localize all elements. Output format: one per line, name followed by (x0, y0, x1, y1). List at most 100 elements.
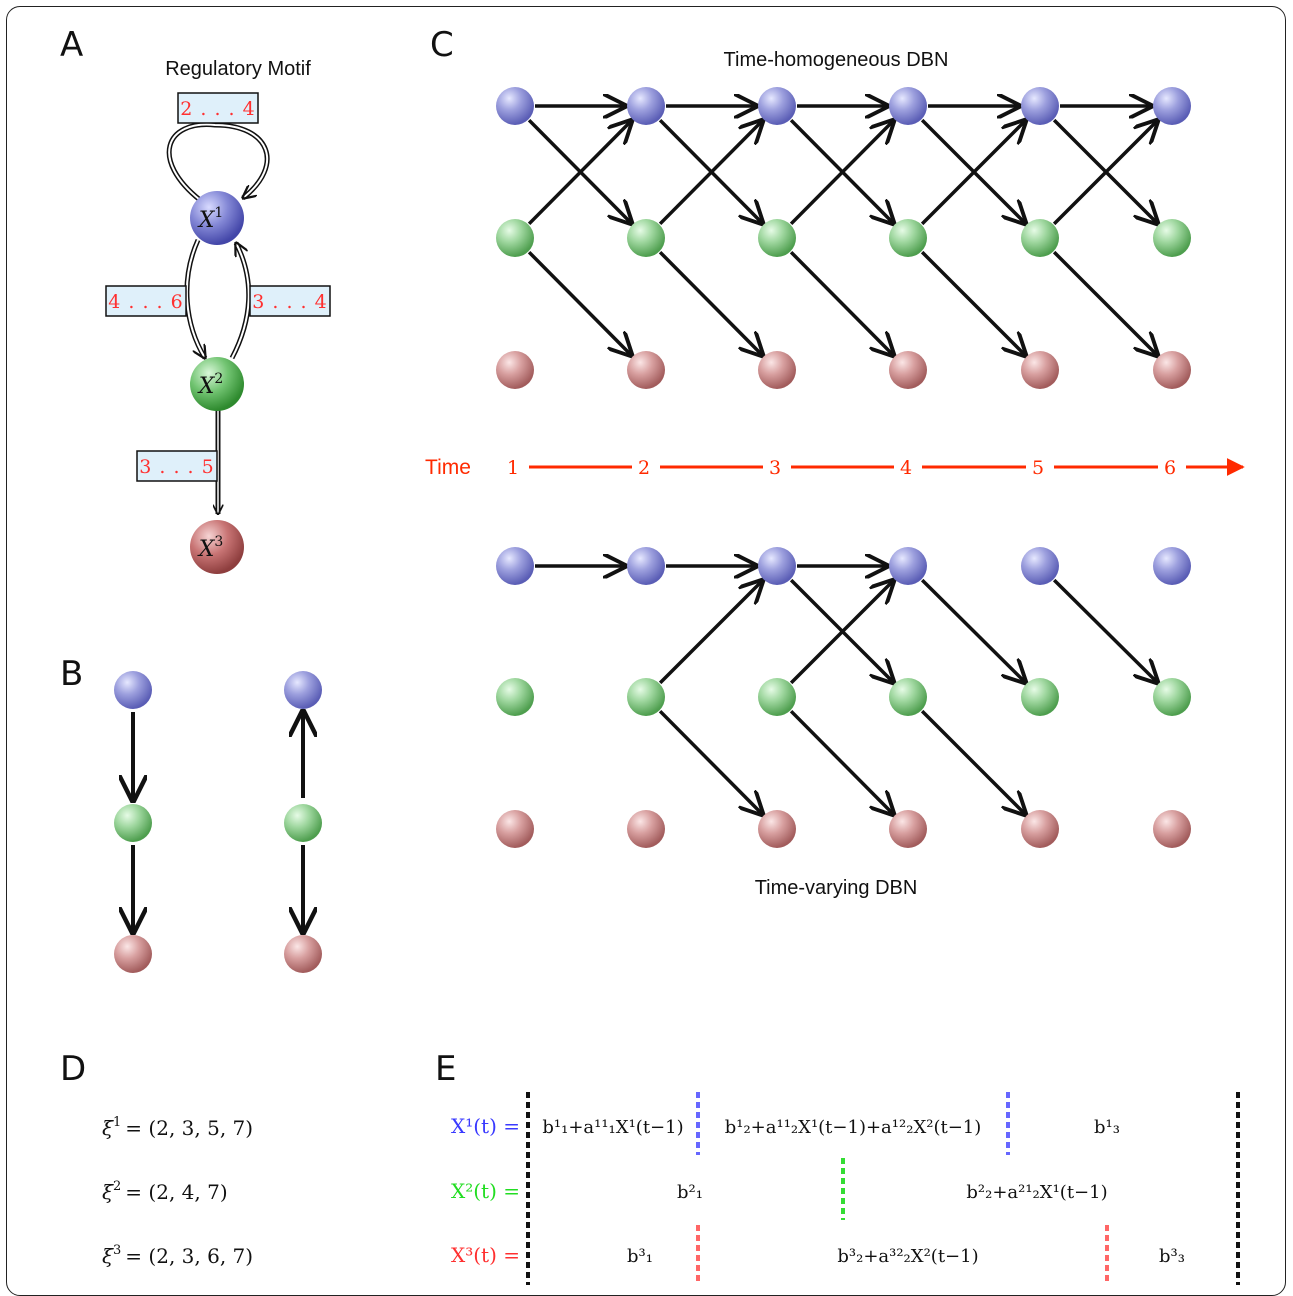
top-node-x2-t4 (889, 219, 927, 257)
label-box-x2-x3 (136, 450, 218, 482)
bottom-edge-x2-x3 (658, 709, 762, 814)
b-left-node-x2 (114, 804, 152, 842)
edge-label-self-x1: 2 . . . 4 (180, 98, 255, 120)
edge-label-x1-x2: 4 . . . 6 (108, 291, 183, 313)
edge-label-x2-x1: 3 . . . 4 (252, 291, 327, 313)
top-dbn-title: Time-homogeneous DBN (724, 49, 949, 71)
bottom-node-x2-t2 (627, 678, 665, 716)
equations-panel: X¹(t) = X²(t) = X³(t) = b¹₁+a¹¹₁X¹(t−1) … (451, 1092, 1240, 1285)
bottom-edge-x1-x2 (1052, 578, 1157, 682)
x2-segment-1: b²₁ (677, 1182, 703, 1203)
bottom-node-x2-t4 (889, 678, 927, 716)
top-edge-x2-x3 (1052, 250, 1157, 355)
bottom-node-x1-t5 (1021, 547, 1059, 585)
bottom-node-x1-t6 (1153, 547, 1191, 585)
label-box-x2-x1 (249, 285, 331, 317)
bottom-edge-x2-x3 (789, 709, 893, 814)
x1-segment-3: b¹₃ (1094, 1117, 1120, 1138)
bottom-edge-x2-x1 (658, 581, 762, 685)
time-tick-3: 3 (769, 457, 781, 479)
time-axis-label: Time (425, 456, 471, 479)
x3-equation-lhs: X³(t) = (451, 1243, 520, 1267)
motif-node-x2 (190, 357, 244, 411)
motif-title: Regulatory Motif (165, 58, 311, 80)
b-left-node-x1 (114, 671, 152, 709)
bottom-node-x3-t5 (1021, 810, 1059, 848)
dbn-panel: Time-homogeneous DBN Time-varying DBN Ti… (425, 49, 1245, 899)
x1-segment-1: b¹₁+a¹¹₁X¹(t−1) (542, 1117, 683, 1138)
top-dbn-nodes (496, 87, 1191, 389)
top-dbn-edges (527, 106, 1157, 355)
time-tick-5: 5 (1032, 457, 1044, 479)
time-tick-1: 1 (507, 457, 519, 479)
x3-segment-2: b³₂+a³²₂X²(t−1) (837, 1246, 978, 1267)
top-edge-x2-x1 (789, 121, 893, 226)
motif-node-x1 (190, 191, 244, 245)
panel-label-e: E (435, 1049, 456, 1089)
x3-segment-1: b³₁ (627, 1246, 653, 1267)
top-node-x3-t3 (758, 351, 796, 389)
top-node-x2-t5 (1021, 219, 1059, 257)
top-edge-x2-x1 (920, 121, 1025, 226)
panel-label-d: D (60, 1049, 86, 1089)
bottom-node-x2-t5 (1021, 678, 1059, 716)
time-tick-4: 4 (900, 457, 912, 479)
x1-segment-2: b¹₂+a¹¹₂X¹(t−1)+a¹²₂X²(t−1) (725, 1117, 982, 1138)
motif-variants-panel (114, 671, 322, 973)
panel-label-c: C (430, 25, 454, 65)
b-right-node-x2 (284, 804, 322, 842)
top-edge-x2-x1 (658, 121, 762, 226)
top-edge-x2-x3 (658, 250, 762, 355)
motif-node-x3-label: X3 (197, 534, 224, 562)
panel-label-a: A (60, 25, 83, 65)
top-node-x1-t2 (627, 87, 665, 125)
bottom-node-x1-t2 (627, 547, 665, 585)
bottom-node-x3-t2 (627, 810, 665, 848)
xi2-line: ξ2 = (2, 4, 7) (102, 1179, 228, 1204)
motif-node-x1-label: X1 (197, 205, 224, 233)
b-left-node-x3 (114, 935, 152, 973)
label-box-self-x1 (177, 92, 259, 124)
top-node-x2-t3 (758, 219, 796, 257)
x1-equation-lhs: X¹(t) = (451, 1114, 520, 1138)
xi1-line: ξ1 = (2, 3, 5, 7) (102, 1115, 253, 1140)
bottom-node-x2-t1 (496, 678, 534, 716)
bottom-node-x3-t6 (1153, 810, 1191, 848)
top-edge-x2-x1 (527, 121, 631, 226)
top-edge-x2-x3 (920, 250, 1025, 355)
time-axis: 1 2 3 4 5 6 (507, 457, 1245, 479)
x3-segment-3: b³₃ (1159, 1246, 1185, 1267)
top-edge-x2-x3 (789, 250, 893, 355)
top-node-x1-t1 (496, 87, 534, 125)
bottom-node-x1-t1 (496, 547, 534, 585)
label-box-x1-x2 (105, 285, 187, 317)
b-right-node-x3 (284, 935, 322, 973)
time-tick-6: 6 (1164, 457, 1176, 479)
edge-label-x2-x3: 3 . . . 5 (139, 456, 214, 478)
bottom-node-x3-t1 (496, 810, 534, 848)
bottom-node-x2-t3 (758, 678, 796, 716)
change-points-panel: ξ1 = (2, 3, 5, 7) ξ2 = (2, 4, 7) ξ3 = (2, 3… (102, 1115, 253, 1268)
top-node-x3-t4 (889, 351, 927, 389)
bottom-node-x2-t6 (1153, 678, 1191, 716)
bottom-edge-x1-x2 (920, 578, 1025, 682)
motif-node-x3 (190, 520, 244, 574)
panel-label-b: B (60, 654, 83, 694)
top-node-x3-t1 (496, 351, 534, 389)
bottom-dbn-edges (535, 566, 1157, 814)
top-node-x1-t3 (758, 87, 796, 125)
top-node-x3-t5 (1021, 351, 1059, 389)
bottom-node-x1-t3 (758, 547, 796, 585)
top-node-x1-t5 (1021, 87, 1059, 125)
top-node-x3-t2 (627, 351, 665, 389)
top-node-x1-t4 (889, 87, 927, 125)
b-right-node-x1 (284, 671, 322, 709)
motif-node-x2-label: X2 (197, 371, 224, 399)
bottom-node-x3-t4 (889, 810, 927, 848)
xi3-line: ξ3 = (2, 3, 6, 7) (102, 1243, 253, 1268)
top-node-x2-t2 (627, 219, 665, 257)
top-edge-x2-x3 (527, 250, 631, 355)
bottom-dbn-title: Time-varying DBN (755, 877, 918, 899)
top-node-x3-t6 (1153, 351, 1191, 389)
